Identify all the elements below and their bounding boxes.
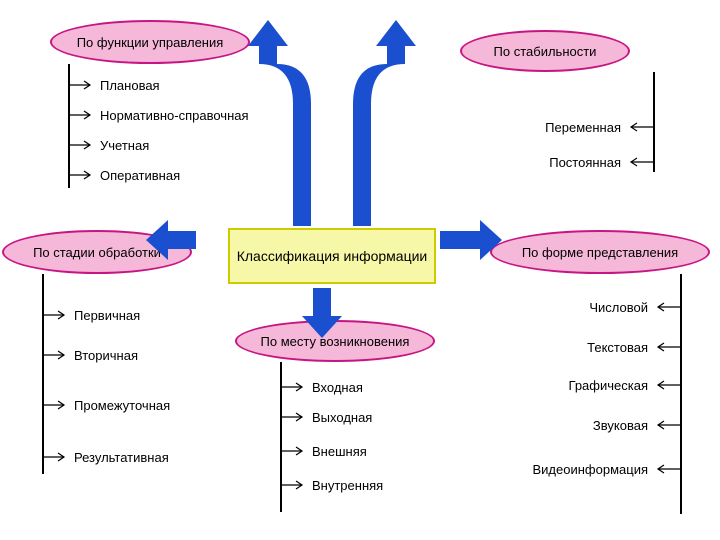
branch-item: Первичная bbox=[74, 308, 140, 323]
branch-item: Постоянная bbox=[549, 155, 621, 170]
branch-item: Промежуточная bbox=[74, 398, 170, 413]
branch-tick bbox=[42, 350, 70, 360]
branch-item: Вторичная bbox=[74, 348, 138, 363]
branch-tick bbox=[652, 420, 680, 430]
branch-item: Учетная bbox=[100, 138, 149, 153]
branch-item: Внешняя bbox=[312, 444, 367, 459]
branch-item: Входная bbox=[312, 380, 363, 395]
branch-item: Выходная bbox=[312, 410, 372, 425]
branch-item: Текстовая bbox=[587, 340, 648, 355]
branch-item: Видеоинформация bbox=[533, 462, 649, 477]
branch-tick bbox=[625, 157, 653, 167]
branch-item: Оперативная bbox=[100, 168, 180, 183]
stem-line bbox=[653, 72, 655, 172]
branch-item: Результативная bbox=[74, 450, 169, 465]
branch-tick bbox=[42, 310, 70, 320]
branch-tick bbox=[68, 170, 96, 180]
stem-line bbox=[680, 274, 682, 514]
branch-item: Переменная bbox=[545, 120, 621, 135]
branch-tick bbox=[42, 452, 70, 462]
branch-item: Нормативно-справочная bbox=[100, 108, 249, 123]
branch-tick bbox=[280, 480, 308, 490]
branch-tick bbox=[652, 302, 680, 312]
branch-tick bbox=[652, 464, 680, 474]
branch-item: Звуковая bbox=[593, 418, 648, 433]
branch-tick bbox=[68, 140, 96, 150]
branch-item: Внутренняя bbox=[312, 478, 383, 493]
branch-tick bbox=[280, 446, 308, 456]
branch-tick bbox=[652, 342, 680, 352]
branch-tick bbox=[280, 412, 308, 422]
branch-tick bbox=[68, 80, 96, 90]
branch-tick bbox=[652, 380, 680, 390]
stem-line bbox=[42, 274, 44, 474]
branch-item: Числовой bbox=[589, 300, 648, 315]
branch-tick bbox=[625, 122, 653, 132]
branch-item: Плановая bbox=[100, 78, 160, 93]
branch-tick bbox=[68, 110, 96, 120]
branch-item: Графическая bbox=[569, 378, 648, 393]
branch-tick bbox=[42, 400, 70, 410]
branch-tick bbox=[280, 382, 308, 392]
